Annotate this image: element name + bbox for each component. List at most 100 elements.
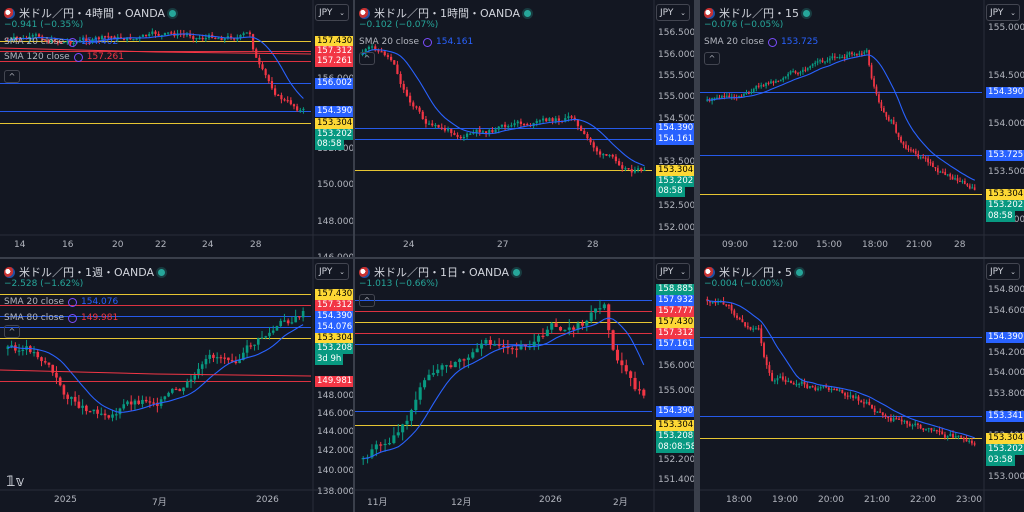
candle-body xyxy=(414,399,418,411)
chart-header[interactable]: 米ドル／円・4時間・OANDA xyxy=(4,5,177,21)
time-tick: 16 xyxy=(62,240,74,250)
price-label: 153.341 xyxy=(986,411,1024,422)
symbol-title[interactable]: 米ドル／円・1時間・OANDA xyxy=(374,7,521,20)
visibility-icon[interactable] xyxy=(68,313,77,323)
candle-body xyxy=(97,37,100,40)
price-label: 153.202 xyxy=(986,444,1024,455)
price-canvas[interactable] xyxy=(0,259,353,512)
price-change: −0.076 (−0.05%) xyxy=(704,20,784,30)
price-canvas[interactable] xyxy=(355,259,694,512)
chart-header[interactable]: 米ドル／円・15 xyxy=(704,5,810,21)
candle-body xyxy=(752,88,755,93)
indicator-legend[interactable]: SMA 20 close 154.076 xyxy=(4,297,118,307)
chart-panel-2[interactable]: 156.500156.000155.500155.000154.500154.0… xyxy=(355,0,694,257)
candle-body xyxy=(148,33,151,37)
price-tick: 138.000 xyxy=(317,487,353,497)
candle-body xyxy=(895,418,898,420)
indicator-legend[interactable]: SMA 20 close 153.725 xyxy=(704,37,818,47)
candle-body xyxy=(767,82,770,85)
candle-body xyxy=(592,142,595,148)
price-change: −1.013 (−0.66%) xyxy=(359,279,439,289)
chart-header[interactable]: 米ドル／円・5 xyxy=(704,264,803,280)
chart-panel-6[interactable]: 154.800154.600154.200154.000153.800153.6… xyxy=(700,259,1024,512)
candle-body xyxy=(808,386,811,389)
tradingview-logo-icon[interactable]: 𝟙𝕧 xyxy=(6,474,24,490)
symbol-flag-icon xyxy=(4,266,15,278)
time-tick: 21:00 xyxy=(864,495,890,505)
candle-body xyxy=(497,344,501,346)
symbol-title[interactable]: 米ドル／円・1日・OANDA xyxy=(374,266,510,279)
visibility-icon[interactable] xyxy=(768,37,777,47)
candle-body xyxy=(271,330,275,333)
candle-body xyxy=(819,60,821,62)
collapse-legend-button[interactable]: ^ xyxy=(359,52,375,65)
indicator-legend[interactable]: SMA 20 close 154.161 xyxy=(359,37,473,47)
candle-body xyxy=(961,180,964,183)
candle-body xyxy=(895,124,897,133)
currency-select[interactable]: JPY ⌄ xyxy=(656,263,690,280)
candle-body xyxy=(846,395,849,397)
candle-body xyxy=(256,338,260,345)
price-canvas[interactable] xyxy=(700,0,1024,257)
price-canvas[interactable] xyxy=(700,259,1024,512)
collapse-legend-button[interactable]: ^ xyxy=(4,70,20,83)
candle-body xyxy=(440,365,444,370)
price-tick: 154.500 xyxy=(988,71,1024,81)
candle-body xyxy=(817,388,819,390)
chart-panel-5[interactable]: 156.000155.000154.000152.200151.40011月12… xyxy=(355,259,694,512)
price-change: −0.941 (−0.35%) xyxy=(4,20,84,30)
collapse-legend-button[interactable]: ^ xyxy=(704,52,720,65)
sma-long-line xyxy=(0,369,312,377)
candle-body xyxy=(865,50,868,53)
symbol-title[interactable]: 米ドル／円・1週・OANDA xyxy=(19,266,155,279)
chart-panel-1[interactable]: 156.000154.000152.000150.000148.000146.0… xyxy=(0,0,353,257)
symbol-title[interactable]: 米ドル／円・5 xyxy=(719,266,792,279)
chart-header[interactable]: 米ドル／円・1時間・OANDA xyxy=(359,5,532,21)
candle-body xyxy=(12,37,15,40)
collapse-legend-button[interactable]: ^ xyxy=(359,294,375,307)
candle-body xyxy=(431,123,434,126)
indicator-legend[interactable]: SMA 80 close 149.981 xyxy=(4,313,118,323)
price-change: −0.004 (−0.00%) xyxy=(704,279,784,289)
price-canvas[interactable] xyxy=(355,0,694,257)
candle-body xyxy=(935,430,938,432)
indicator-legend[interactable]: SMA 120 close 157.261 xyxy=(4,52,124,62)
candle-body xyxy=(954,178,956,180)
candle-body xyxy=(925,429,927,431)
collapse-legend-button[interactable]: ^ xyxy=(4,325,20,338)
candle-body xyxy=(236,38,239,40)
candle-body xyxy=(966,184,969,186)
visibility-icon[interactable] xyxy=(68,37,77,47)
visibility-icon[interactable] xyxy=(423,37,432,47)
currency-select[interactable]: JPY ⌄ xyxy=(315,263,349,280)
price-label: 157.430 xyxy=(656,317,694,328)
price-label: 3d 9h xyxy=(315,354,344,365)
currency-select[interactable]: JPY ⌄ xyxy=(986,4,1020,21)
visibility-icon[interactable] xyxy=(68,297,77,307)
candle-body xyxy=(389,56,393,61)
candle-body xyxy=(201,37,204,40)
candle-body xyxy=(765,82,767,86)
candle-body xyxy=(853,53,856,56)
chart-header[interactable]: 米ドル／円・1週・OANDA xyxy=(4,264,166,280)
chart-panel-3[interactable]: 155.000154.500154.000153.500153.00009:00… xyxy=(700,0,1024,257)
indicator-legend[interactable]: SMA 20 close 154.402 xyxy=(4,37,118,47)
time-tick: 28 xyxy=(250,240,262,250)
chart-panel-4[interactable]: 148.000 146.000 144.000 142.000 140.000 138.0… xyxy=(0,259,353,512)
currency-select[interactable]: JPY ⌄ xyxy=(315,4,349,21)
candle-body xyxy=(261,64,264,70)
currency-select[interactable]: JPY ⌄ xyxy=(656,4,690,21)
currency-select[interactable]: JPY ⌄ xyxy=(986,263,1020,280)
candle-body xyxy=(402,83,405,90)
symbol-title[interactable]: 米ドル／円・4時間・OANDA xyxy=(19,7,166,20)
visibility-icon[interactable] xyxy=(73,52,83,62)
price-canvas[interactable] xyxy=(0,0,353,257)
candle-body xyxy=(436,369,440,374)
candle-body xyxy=(624,365,628,372)
market-open-icon xyxy=(524,9,532,17)
candle-body xyxy=(919,424,922,429)
symbol-title[interactable]: 米ドル／円・15 xyxy=(719,7,799,20)
candle-body xyxy=(768,365,771,373)
candle-body xyxy=(725,95,728,97)
chart-header[interactable]: 米ドル／円・1日・OANDA xyxy=(359,264,521,280)
